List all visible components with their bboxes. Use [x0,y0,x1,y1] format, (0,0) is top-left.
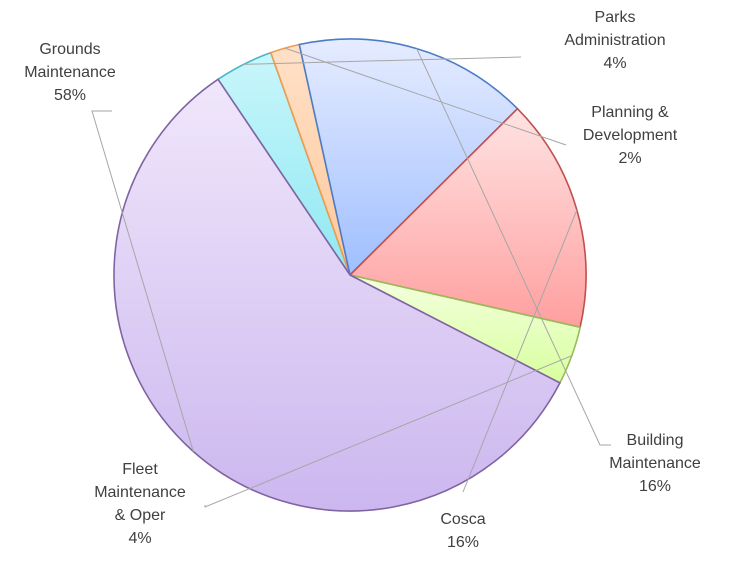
data-label-line: Development [583,127,678,144]
data-label-line: 2% [618,150,641,167]
leader-lines-layer [91,47,611,508]
data-label-line: Building [627,432,684,449]
data-label-fleet-maintenance-oper: Fleet Maintenance & Oper 4% [94,461,186,547]
leader-line-building-maintenance [416,48,611,446]
data-label-building-maintenance: Building Maintenance 16% [609,432,701,495]
data-label-line: Maintenance [24,64,116,81]
pie-slice-grounds-maintenance [113,78,561,512]
data-label-grounds-maintenance: Grounds Maintenance 58% [24,41,116,104]
data-label-line: Planning & [591,104,669,121]
leader-line-grounds-maintenance [91,110,194,452]
data-label-line: Maintenance [94,484,186,501]
data-labels-layer: Parks Administration 4% Planning & Developme… [24,9,701,551]
slices-layer [113,38,587,512]
data-label-line: 4% [603,55,626,72]
leader-line-parks-administration [243,56,522,65]
data-label-line: & Oper [115,507,166,524]
data-label-line: 16% [447,534,479,551]
data-label-parks-administration: Parks Administration 4% [564,9,665,72]
data-label-line: 16% [639,478,671,495]
data-label-planning-development: Planning & Development 2% [583,104,678,167]
data-label-line: Parks [595,9,636,26]
data-label-line: Fleet [122,461,158,478]
data-label-line: 58% [54,87,86,104]
leader-line-planning-development [284,47,567,146]
data-label-line: Administration [564,32,665,49]
data-label-line: Grounds [39,41,100,58]
data-label-line: 4% [128,530,151,547]
data-label-line: Cosca [440,511,485,528]
leader-line-cosca [462,209,578,493]
data-label-line: Maintenance [609,455,701,472]
data-label-cosca: Cosca 16% [440,511,485,551]
leader-line-fleet-maintenance-oper [204,355,572,508]
